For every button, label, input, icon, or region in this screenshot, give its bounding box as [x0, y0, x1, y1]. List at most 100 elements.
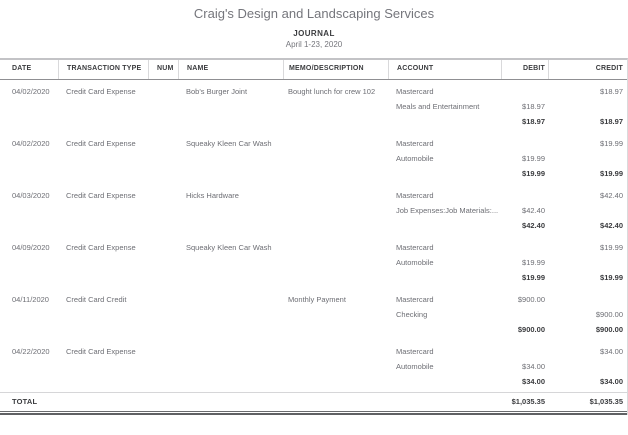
cell-name: Squeaky Kleen Car Wash: [186, 243, 272, 252]
report-title: JOURNAL: [293, 29, 335, 38]
cell-credit: $18.97: [600, 117, 623, 126]
cell-date: [0, 114, 58, 129]
journal-entry-line: $18.97 $18.97: [0, 114, 627, 129]
cell-memo: [283, 166, 388, 181]
cell-num: [148, 374, 178, 389]
cell-credit: $19.99: [600, 139, 623, 148]
cell-name: [178, 270, 283, 285]
cell-account: Mastercard: [396, 139, 434, 148]
table-header-row: DATE TRANSACTION TYPE NUM NAME MEMO/DESCRIPT…: [0, 60, 627, 80]
cell-type: [58, 322, 148, 337]
cell-num: [148, 359, 178, 374]
col-header-num: NUM: [148, 60, 178, 79]
journal-entry: 04/02/2020 Credit Card Expense Bob's Burge…: [0, 80, 627, 129]
cell-memo: Monthly Payment: [288, 295, 346, 304]
cell-name: Hicks Hardware: [186, 191, 239, 200]
cell-num: [148, 218, 178, 233]
cell-credit: $18.97: [600, 87, 623, 96]
cell-num: [148, 292, 178, 307]
total-credit: $1,035.35: [589, 397, 623, 406]
cell-name: [178, 203, 283, 218]
cell-memo: [283, 359, 388, 374]
col-header-debit: DEBIT: [501, 60, 548, 79]
journal-entry-line: $19.99 $19.99: [0, 270, 627, 285]
cell-debit: $19.99: [522, 273, 545, 282]
cell-credit: [548, 151, 627, 166]
cell-date: 04/03/2020: [12, 191, 50, 200]
cell-num: [148, 307, 178, 322]
cell-memo: [283, 344, 388, 359]
cell-name: [178, 359, 283, 374]
cell-type: [58, 270, 148, 285]
journal-entry-line: $19.99 $19.99: [0, 166, 627, 181]
cell-type: [58, 99, 148, 114]
cell-credit: $900.00: [595, 310, 623, 319]
cell-account: Automobile: [396, 362, 434, 371]
cell-name: [178, 307, 283, 322]
cell-type: [58, 151, 148, 166]
cell-date: [0, 359, 58, 374]
cell-debit: $900.00: [517, 295, 545, 304]
cell-date: [0, 99, 58, 114]
cell-type: [58, 307, 148, 322]
cell-memo: [283, 322, 388, 337]
journal-entry-line: Job Expenses:Job Materials:... $42.40: [0, 203, 627, 218]
cell-date: [0, 151, 58, 166]
report-bottom-rule: [0, 411, 627, 415]
cell-debit: [501, 84, 548, 99]
cell-date: [0, 255, 58, 270]
cell-account: Mastercard: [396, 347, 434, 356]
cell-debit: $19.99: [522, 169, 545, 178]
col-header-date: DATE: [12, 65, 32, 72]
cell-credit: $19.99: [600, 243, 623, 252]
cell-type: Credit Card Expense: [66, 243, 136, 252]
cell-debit: $18.97: [522, 102, 545, 111]
cell-account: Mastercard: [396, 295, 434, 304]
cell-name: [178, 374, 283, 389]
cell-account: [388, 374, 501, 389]
cell-type: Credit Card Expense: [66, 347, 136, 356]
cell-name: [178, 322, 283, 337]
cell-date: 04/22/2020: [12, 347, 50, 356]
report-date-range: April 1-23, 2020: [285, 40, 343, 49]
col-header-name: NAME: [178, 60, 283, 79]
cell-num: [148, 151, 178, 166]
cell-num: [148, 255, 178, 270]
cell-name: [178, 292, 283, 307]
journal-table: DATE TRANSACTION TYPE NUM NAME MEMO/DESCRIPT…: [0, 58, 628, 415]
cell-debit: $900.00: [517, 325, 545, 334]
cell-account: Meals and Entertainment: [396, 102, 480, 111]
cell-credit: $42.40: [600, 221, 623, 230]
cell-debit: $18.97: [522, 117, 545, 126]
cell-num: [148, 240, 178, 255]
journal-entry-line: Automobile $19.99: [0, 255, 627, 270]
col-header-account: ACCOUNT: [388, 60, 501, 79]
journal-entry-line: $34.00 $34.00: [0, 374, 627, 389]
cell-name: [178, 255, 283, 270]
cell-credit: [548, 292, 627, 307]
cell-type: [58, 374, 148, 389]
cell-date: [0, 203, 58, 218]
cell-credit: [548, 255, 627, 270]
cell-account: Mastercard: [396, 191, 434, 200]
cell-debit: $34.00: [522, 362, 545, 371]
total-label: TOTAL: [12, 397, 38, 406]
cell-memo: [283, 99, 388, 114]
cell-account: [388, 270, 501, 285]
cell-type: Credit Card Expense: [66, 87, 136, 96]
cell-date: 04/09/2020: [12, 243, 50, 252]
cell-memo: [283, 188, 388, 203]
cell-memo: [283, 270, 388, 285]
cell-credit: $34.00: [600, 377, 623, 386]
cell-date: 04/02/2020: [12, 87, 50, 96]
cell-credit: [548, 359, 627, 374]
col-header-credit: CREDIT: [548, 60, 627, 79]
cell-name: [178, 218, 283, 233]
cell-num: [148, 270, 178, 285]
journal-entry-line: 04/11/2020 Credit Card Credit Monthly Paym…: [0, 292, 627, 307]
cell-name: Squeaky Kleen Car Wash: [186, 139, 272, 148]
cell-debit: [501, 136, 548, 151]
cell-name: Bob's Burger Joint: [186, 87, 248, 96]
cell-num: [148, 344, 178, 359]
journal-entries: 04/02/2020 Credit Card Expense Bob's Burge…: [0, 80, 627, 389]
